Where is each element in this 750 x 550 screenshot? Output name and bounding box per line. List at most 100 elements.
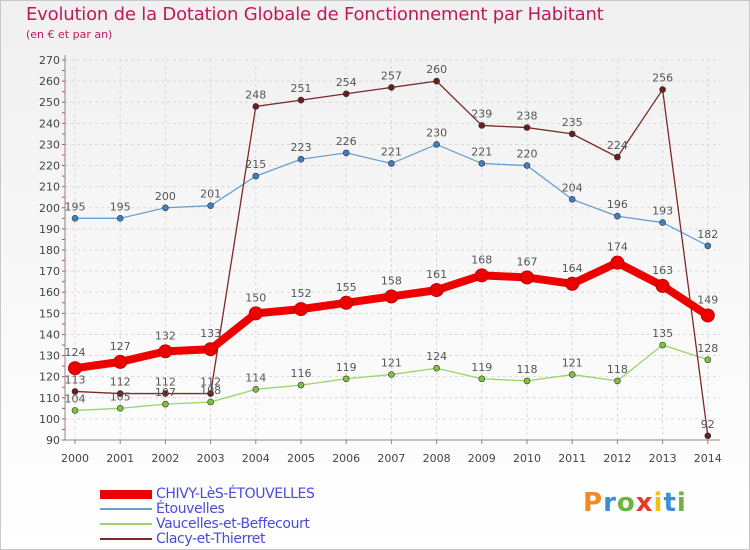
y-tick-label: 150 <box>39 307 60 320</box>
x-tick-label: 2012 <box>603 452 631 465</box>
x-tick-label: 2009 <box>468 452 496 465</box>
x-tick-label: 2011 <box>558 452 586 465</box>
data-label-clacy: 235 <box>562 116 583 129</box>
data-label-etouvelles: 200 <box>155 190 176 203</box>
data-label-vaucelles: 135 <box>652 327 673 340</box>
data-point-etouvelles <box>659 219 666 226</box>
data-point-clacy <box>704 432 712 440</box>
data-point-etouvelles <box>116 215 124 222</box>
data-label-clacy: 92 <box>701 418 715 431</box>
data-label-chivy: 149 <box>697 293 718 306</box>
y-tick-label: 140 <box>39 328 60 341</box>
data-point-vaucelles <box>614 377 621 385</box>
data-point-vaucelles <box>116 405 124 412</box>
data-point-chivy <box>610 255 625 270</box>
data-label-etouvelles: 215 <box>245 158 266 171</box>
x-tick-label: 2001 <box>106 452 134 465</box>
y-tick-label: 220 <box>39 160 60 173</box>
data-label-clacy: 251 <box>291 82 312 95</box>
data-label-vaucelles: 128 <box>697 342 718 355</box>
data-label-chivy: 127 <box>110 340 131 353</box>
data-point-vaucelles <box>433 364 440 372</box>
data-label-vaucelles: 116 <box>291 367 312 380</box>
x-tick-label: 2014 <box>694 452 722 465</box>
y-tick-label: 110 <box>39 392 60 405</box>
data-label-vaucelles: 107 <box>155 386 176 399</box>
x-tick-label: 2002 <box>151 452 179 465</box>
data-point-vaucelles <box>388 371 395 378</box>
y-tick-label: 250 <box>39 96 60 109</box>
data-label-etouvelles: 223 <box>291 141 312 154</box>
data-point-etouvelles <box>388 160 395 167</box>
data-point-clacy <box>388 84 395 91</box>
legend-swatch-chivy <box>100 490 152 499</box>
data-label-chivy: 132 <box>155 329 176 342</box>
data-point-etouvelles <box>297 155 305 163</box>
data-label-chivy: 164 <box>562 262 583 275</box>
data-point-etouvelles <box>71 215 79 222</box>
data-point-clacy <box>71 388 79 395</box>
data-point-chivy <box>158 344 173 359</box>
y-tick-label: 90 <box>46 434 60 447</box>
data-label-etouvelles: 182 <box>697 228 718 241</box>
data-point-chivy <box>113 354 128 369</box>
x-tick-label: 2010 <box>513 452 541 465</box>
data-point-chivy <box>68 361 82 376</box>
data-point-vaucelles <box>162 400 169 408</box>
data-point-clacy <box>659 86 666 93</box>
y-tick-label: 200 <box>39 202 60 215</box>
data-point-chivy <box>294 302 308 317</box>
y-tick-label: 180 <box>39 244 60 257</box>
data-label-vaucelles: 124 <box>426 350 447 363</box>
y-tick-label: 240 <box>39 117 60 130</box>
data-point-chivy <box>520 270 534 285</box>
chart-subtitle: (en € et par an) <box>26 28 113 41</box>
data-label-clacy: 224 <box>607 139 628 152</box>
data-label-chivy: 167 <box>517 255 538 268</box>
data-label-clacy: 256 <box>652 72 673 85</box>
data-label-chivy: 168 <box>471 253 492 266</box>
y-tick-label: 130 <box>39 350 60 363</box>
data-label-clacy: 260 <box>426 63 447 76</box>
x-tick-label: 2006 <box>332 452 360 465</box>
data-label-vaucelles: 121 <box>562 357 583 370</box>
data-point-etouvelles <box>704 242 712 250</box>
y-tick-label: 190 <box>39 223 60 236</box>
data-point-vaucelles <box>704 356 712 364</box>
data-point-etouvelles <box>614 212 621 220</box>
y-tick-label: 270 <box>39 54 60 67</box>
data-label-vaucelles: 105 <box>110 390 131 403</box>
data-label-chivy: 155 <box>336 281 357 294</box>
data-label-etouvelles: 220 <box>517 148 538 161</box>
y-tick-label: 160 <box>39 286 60 299</box>
y-tick-label: 170 <box>39 265 60 278</box>
logo-letter: x <box>635 488 654 518</box>
data-label-etouvelles: 204 <box>562 181 583 194</box>
x-tick-label: 2004 <box>242 452 270 465</box>
data-label-etouvelles: 230 <box>426 126 447 139</box>
data-point-vaucelles <box>252 386 260 393</box>
legend-swatch-etouvelles <box>100 508 152 510</box>
data-point-clacy <box>207 390 214 397</box>
y-tick-label: 210 <box>39 181 60 194</box>
data-point-chivy <box>700 308 715 323</box>
data-point-clacy <box>614 153 621 161</box>
legend-label-etouvelles: Étouvelles <box>156 501 225 517</box>
data-label-etouvelles: 195 <box>65 200 86 213</box>
data-label-etouvelles: 196 <box>607 198 628 211</box>
data-label-chivy: 152 <box>291 287 312 300</box>
data-label-etouvelles: 193 <box>652 205 673 218</box>
data-label-vaucelles: 108 <box>200 384 221 397</box>
data-point-vaucelles <box>568 371 576 378</box>
data-point-vaucelles <box>207 398 214 406</box>
x-tick-label: 2008 <box>423 452 451 465</box>
data-point-chivy <box>248 306 263 321</box>
data-point-vaucelles <box>523 377 531 385</box>
logo-letter: i <box>676 488 687 518</box>
data-point-clacy <box>433 77 440 85</box>
data-point-etouvelles <box>252 172 260 180</box>
data-point-vaucelles <box>659 341 666 349</box>
x-tick-label: 2005 <box>287 452 315 465</box>
